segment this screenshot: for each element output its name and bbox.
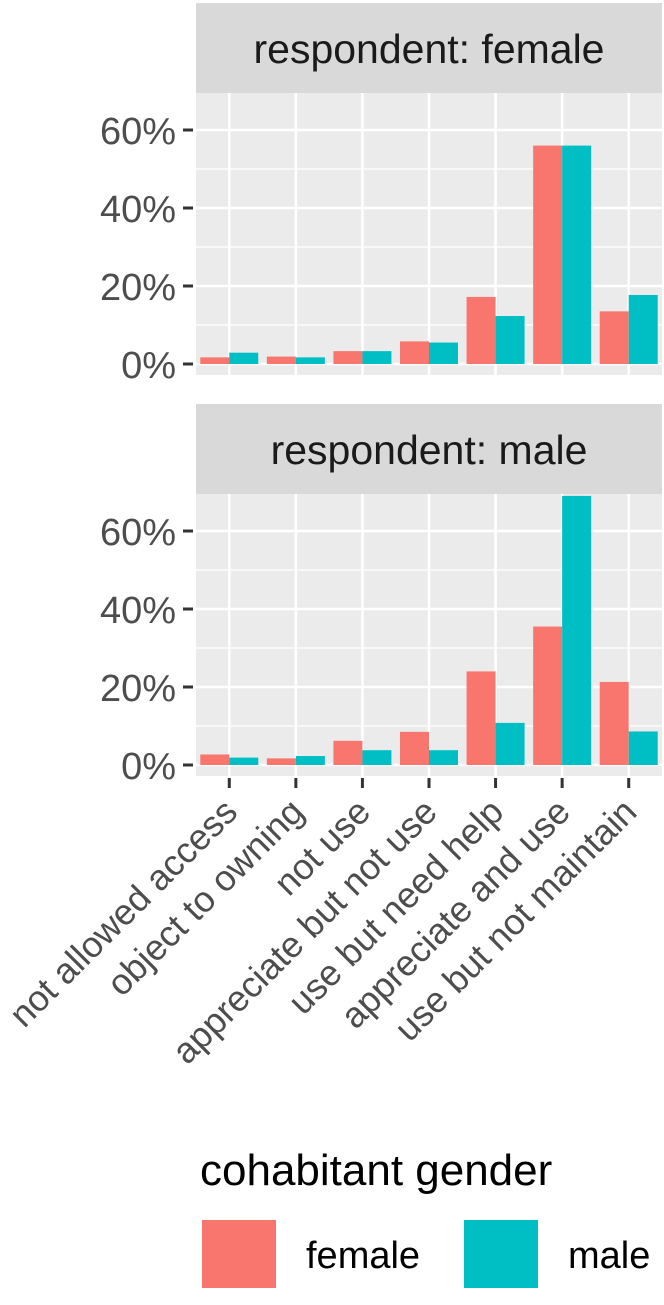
legend-label-female: female [306, 1235, 420, 1277]
bar-female [200, 357, 230, 364]
bar-male [295, 756, 325, 765]
bar-female [533, 626, 563, 765]
bar-female [599, 311, 629, 364]
bar-female [333, 351, 363, 364]
bar-female [533, 145, 563, 364]
facet-strip-label: respondent: male [271, 427, 588, 473]
bar-female [400, 731, 429, 765]
y-tick-label: 20% [100, 668, 176, 710]
facet-strip [196, 3, 662, 93]
y-tick-label: 20% [100, 267, 176, 309]
bar-male [229, 352, 259, 364]
bar-female [466, 296, 496, 364]
bar-male [495, 316, 525, 364]
bar-female [266, 356, 296, 364]
bar-female [466, 671, 496, 765]
legend-key-male [464, 1220, 538, 1288]
legend: cohabitant gender female male [200, 1146, 650, 1288]
y-tick-label: 40% [100, 590, 176, 632]
facet-strip-label: respondent: female [253, 26, 604, 72]
y-tick-label: 0% [121, 345, 176, 387]
legend-key-female [202, 1220, 276, 1288]
bar-male [362, 750, 392, 765]
bar-male [628, 294, 658, 364]
bar-female [400, 341, 429, 364]
bar-male [362, 351, 392, 364]
bar-male [295, 357, 325, 364]
y-tick-label: 40% [100, 189, 176, 231]
bar-male [495, 722, 525, 765]
y-tick-label: 60% [100, 111, 176, 153]
bar-male [429, 750, 458, 765]
bar-female [599, 681, 629, 765]
facet-panel-2: respondent: male 0% 20% 40% 60% [100, 404, 662, 788]
y-tick-label: 60% [100, 512, 176, 554]
bar-female [333, 740, 363, 765]
legend-label-male: male [568, 1235, 650, 1277]
legend-title: cohabitant gender [200, 1146, 552, 1195]
bar-male [628, 731, 658, 765]
bar-female [200, 754, 230, 765]
bar-male [562, 495, 592, 765]
bar-male [562, 145, 592, 364]
bar-female [266, 758, 296, 765]
facet-strip [196, 404, 662, 494]
bar-male [229, 757, 259, 765]
bar-male [429, 342, 458, 364]
y-tick-label: 0% [121, 746, 176, 788]
facet-panel-1: respondent: female 0% 20% 40% 60% [100, 3, 662, 387]
facet-panels: respondent: female0%20%40%60%respondent:… [100, 3, 662, 788]
